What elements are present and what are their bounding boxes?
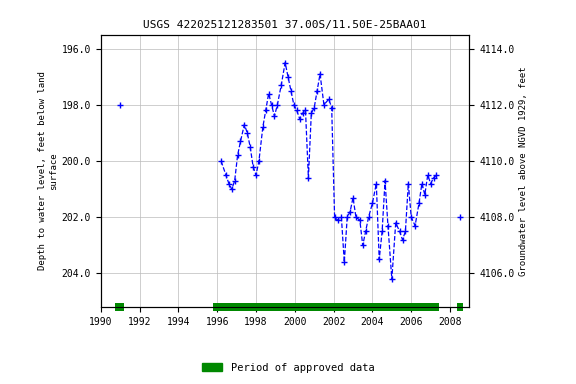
Y-axis label: Depth to water level, feet below land
surface: Depth to water level, feet below land su… [38, 71, 58, 270]
Title: USGS 422025121283501 37.00S/11.50E-25BAA01: USGS 422025121283501 37.00S/11.50E-25BAA… [143, 20, 427, 30]
Legend: Period of approved data: Period of approved data [198, 359, 378, 377]
Y-axis label: Groundwater level above NGVD 1929, feet: Groundwater level above NGVD 1929, feet [518, 66, 528, 276]
